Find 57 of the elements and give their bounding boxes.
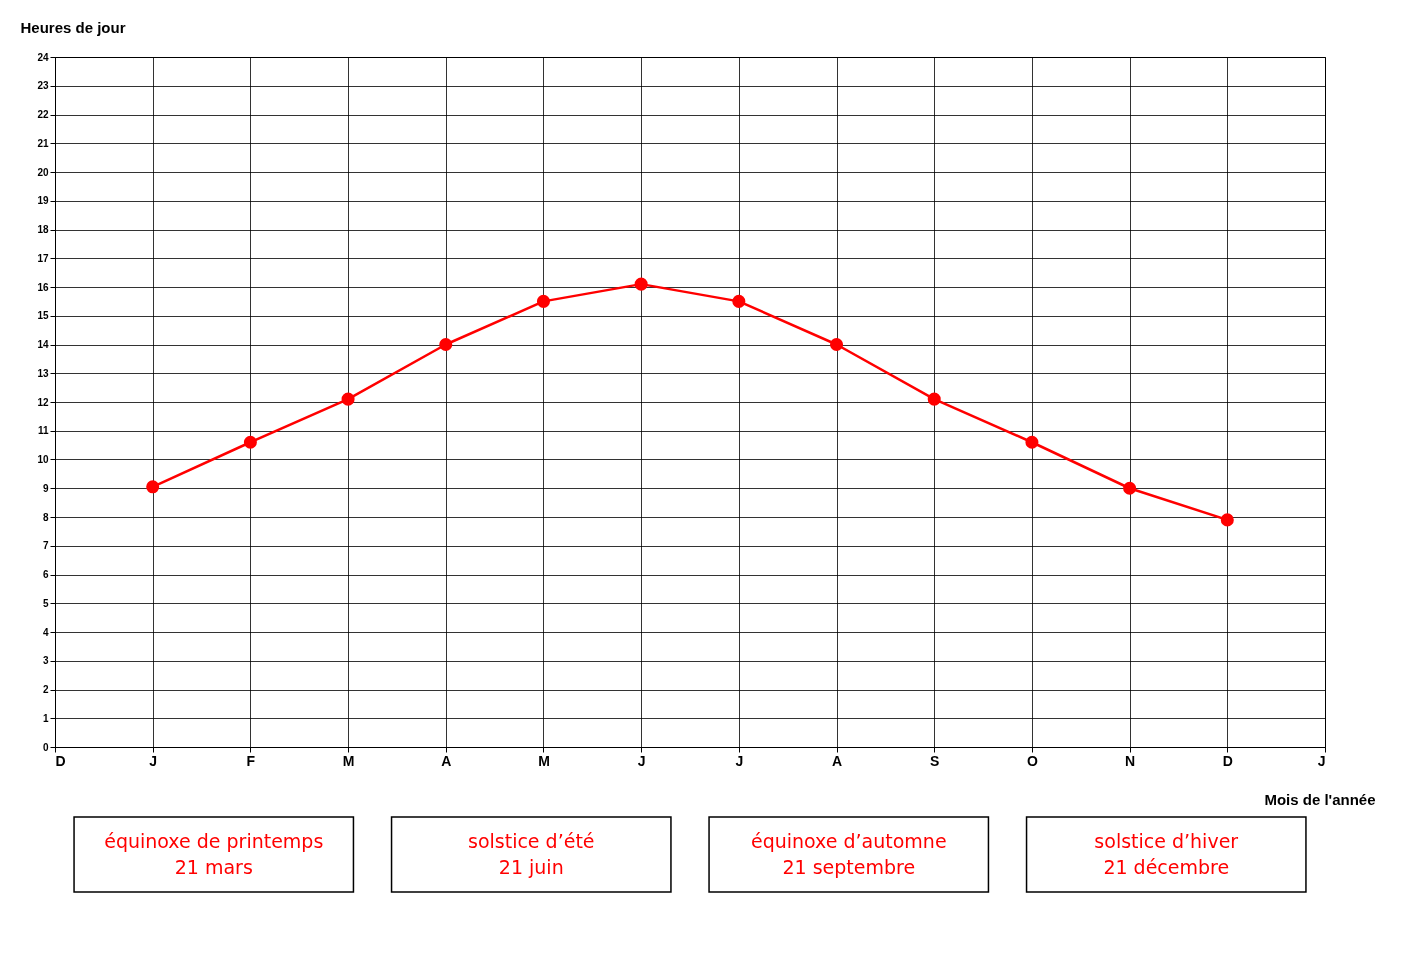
x-tick-label: A: [441, 752, 452, 769]
x-tick-label: J: [149, 752, 158, 769]
y-tick-label: 3: [42, 655, 49, 667]
y-tick-label: 17: [37, 252, 49, 264]
x-axis-title: Mois de l'année: [1264, 790, 1376, 808]
x-tick-label: O: [1026, 752, 1038, 769]
text: équinoxe d’automne 21 septembre: [750, 829, 947, 878]
point: [439, 337, 453, 352]
point: [243, 435, 257, 449]
y-tick-label: 6: [42, 569, 49, 580]
y-tick-label: 5: [42, 597, 49, 609]
y-tick-label: 7: [42, 540, 49, 552]
y-tick-label: 13: [37, 367, 49, 379]
y-tick-label: 1: [42, 712, 49, 724]
y-tick-label: 2: [42, 684, 49, 695]
x-tick-label: D: [55, 752, 66, 769]
y-tick-label: 19: [37, 195, 49, 207]
y-tick-label: 8: [42, 511, 49, 523]
y-tick-label: 21: [37, 137, 49, 149]
x-tick-label: S: [930, 752, 940, 769]
y-tick-label: 20: [37, 166, 49, 178]
point: [146, 480, 160, 494]
y-tick-label: 4: [42, 626, 49, 638]
y-tick-label: 15: [37, 310, 49, 322]
point: [1220, 513, 1234, 527]
y-tick-label: 24: [37, 51, 49, 63]
point: [536, 294, 550, 308]
x-tick-label: N: [1125, 752, 1136, 769]
point: [341, 392, 355, 406]
y-tick-label: 9: [42, 482, 49, 494]
point: [732, 294, 746, 308]
point: [927, 392, 941, 406]
x-tick-label: M: [538, 752, 550, 769]
x-tick-label: J: [735, 752, 744, 769]
text: solstice d’hiver 21 décembre: [1094, 829, 1239, 878]
text: équinoxe de printemps 21 mars: [104, 829, 324, 878]
y-tick-label: 23: [37, 80, 49, 92]
y-tick-label: 11: [37, 425, 49, 437]
y-tick-label: 18: [37, 224, 49, 235]
x-tick-label: M: [342, 752, 355, 769]
x-tick-label: A: [831, 752, 843, 769]
y-tick-label: 16: [37, 281, 49, 293]
x-tick-label: F: [246, 752, 256, 769]
y-tick-label: 12: [37, 396, 49, 408]
y-tick-label: 22: [37, 109, 49, 120]
x-tick-label: J: [1317, 752, 1326, 769]
y-tick-label: 0: [42, 741, 49, 753]
y-tick-label: 14: [37, 339, 49, 350]
y-tick-label: 10: [37, 454, 49, 465]
point: [1123, 481, 1137, 495]
point: [830, 337, 844, 352]
x-tick-label: J: [637, 752, 646, 769]
point: [634, 277, 648, 291]
x-tick-label: D: [1222, 752, 1233, 769]
text: solstice d’été 21 juin: [467, 829, 595, 878]
y-axis-title: Heures de jour: [20, 18, 126, 36]
point: [1025, 435, 1039, 449]
